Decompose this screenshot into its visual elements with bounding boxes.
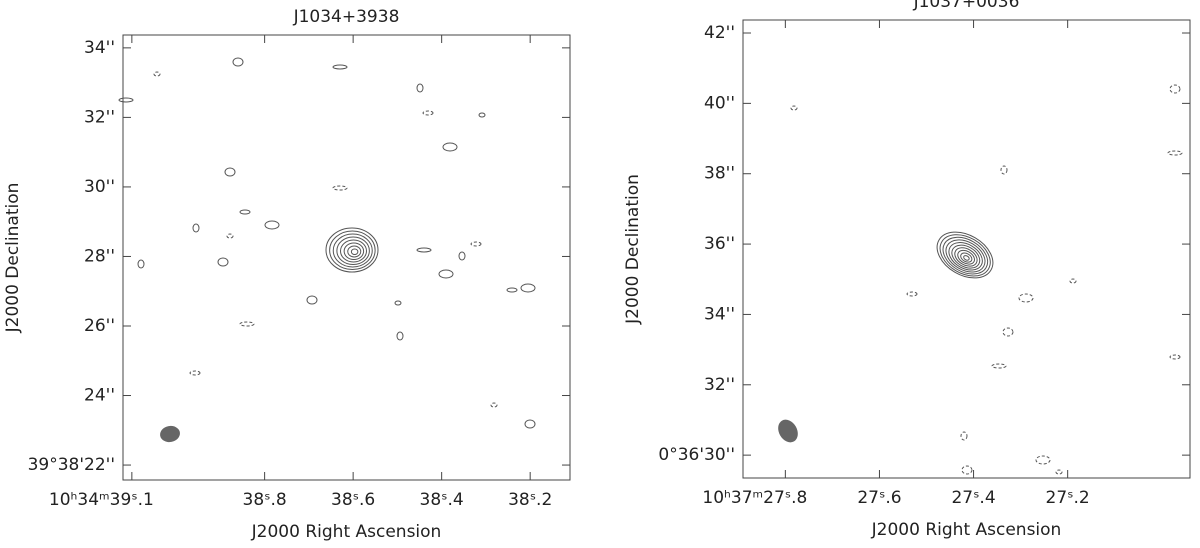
contour (239, 321, 255, 327)
contour (948, 242, 983, 271)
contour (224, 167, 236, 177)
contour (1018, 293, 1034, 303)
contour (961, 465, 973, 475)
panel: J1037+0036 J2000 Right Ascension J2000 Dec… (623, 0, 1191, 540)
contour (506, 287, 518, 293)
y-tick-label: 40'' (704, 93, 735, 113)
y-tick-label: 24'' (84, 386, 115, 406)
contour (1002, 327, 1014, 337)
contour (524, 419, 536, 429)
contour (217, 257, 229, 267)
x-tick-label: 38ˢ.2 (508, 490, 552, 510)
contour (1035, 455, 1051, 465)
contour (939, 234, 991, 277)
x-tick-label: 27ˢ.6 (857, 488, 901, 508)
y-tick-label: 42'' (704, 23, 735, 43)
contour (1167, 150, 1183, 156)
panel: J1034+3938 J2000 Right Ascension J2000 Dec… (3, 7, 571, 542)
y-tick-label: 36'' (704, 234, 735, 254)
contour (239, 209, 251, 215)
contour (332, 233, 373, 268)
contour (991, 363, 1007, 369)
contour (1169, 84, 1181, 94)
contour (790, 105, 798, 111)
contour (340, 239, 367, 263)
contour (438, 269, 454, 279)
contour (945, 239, 986, 273)
y-tick-label: 30'' (84, 177, 115, 197)
x-tick-label: 10ʰ37ᵐ27ˢ.8 (702, 488, 807, 508)
contour (416, 83, 424, 93)
contour (960, 431, 968, 441)
contour (1169, 354, 1181, 360)
y-tick-label: 39°38'22'' (28, 455, 115, 475)
y-tick-label: 38'' (704, 164, 735, 184)
y-axis-label: J2000 Declination (623, 174, 643, 325)
contour (137, 259, 145, 269)
contour (478, 112, 486, 118)
contour (1055, 469, 1063, 475)
x-tick-label: 38ˢ.8 (243, 490, 287, 510)
contour (422, 110, 434, 116)
x-tick-label: 27ˢ.4 (951, 488, 995, 508)
x-tick-label: 38ˢ.6 (331, 490, 375, 510)
contour (226, 233, 234, 239)
contour (906, 291, 918, 297)
x-axis-label: J2000 Right Ascension (871, 520, 1062, 540)
y-axis-label: J2000 Declination (3, 183, 23, 334)
contour (458, 251, 466, 261)
contour (192, 223, 200, 233)
contour (416, 247, 432, 253)
contour (936, 231, 994, 279)
contour (396, 331, 404, 341)
contour (942, 236, 989, 275)
contour (520, 283, 536, 293)
contour (336, 236, 370, 265)
beam (160, 425, 180, 443)
x-tick-label: 27ˢ.2 (1046, 488, 1090, 508)
contour (957, 249, 975, 265)
x-axis-label: J2000 Right Ascension (251, 522, 442, 542)
contour (963, 255, 970, 261)
contour (329, 230, 376, 270)
contour (343, 242, 365, 260)
chart-title: J1037+0036 (913, 0, 1020, 12)
contour (951, 244, 981, 269)
contour (470, 241, 482, 247)
contour (490, 402, 498, 408)
y-tick-label: 34'' (84, 38, 115, 58)
y-tick-label: 28'' (84, 246, 115, 266)
x-tick-label: 38ˢ.4 (420, 490, 464, 510)
contour (442, 142, 458, 152)
contour (332, 64, 348, 70)
contour (350, 248, 359, 255)
contour (325, 227, 379, 273)
contour (118, 97, 134, 103)
contour (189, 370, 201, 376)
contour (954, 247, 978, 267)
x-tick-label: 10ʰ34ᵐ39ˢ.1 (49, 490, 154, 510)
beam (778, 419, 798, 443)
contour (960, 252, 973, 263)
contour (394, 300, 402, 306)
contour (347, 245, 362, 258)
contour (232, 57, 244, 67)
contour (1069, 278, 1077, 284)
chart-title: J1034+3938 (293, 7, 400, 27)
y-tick-label: 32'' (704, 375, 735, 395)
contour (264, 220, 280, 230)
plot-frame (742, 19, 1191, 479)
y-tick-label: 32'' (84, 107, 115, 127)
y-tick-label: 26'' (84, 316, 115, 336)
contour (306, 295, 318, 305)
y-tick-label: 0°36'30'' (658, 445, 735, 465)
contour (1000, 165, 1008, 175)
y-tick-label: 34'' (704, 304, 735, 324)
contour (153, 71, 161, 77)
contour (332, 185, 348, 191)
plot-frame (122, 34, 571, 481)
